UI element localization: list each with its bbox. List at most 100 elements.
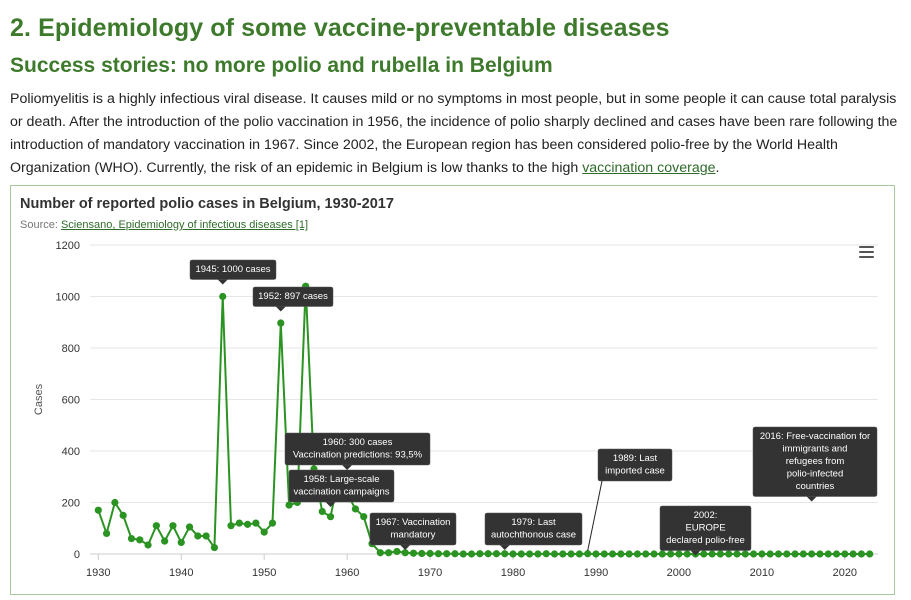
data-point [758, 550, 766, 558]
data-point [791, 550, 799, 558]
annotation-label: EUROPE [685, 523, 725, 534]
data-point [459, 550, 467, 558]
annotation-box [484, 512, 583, 546]
page-title: 2. Epidemiology of some vaccine-preventa… [10, 14, 670, 42]
data-point [733, 550, 741, 558]
data-point [642, 550, 650, 558]
series-line [97, 285, 870, 555]
data-point [102, 529, 111, 537]
x-tick-label: 2020 [833, 567, 857, 579]
x-tick-label: 1960 [335, 567, 359, 579]
data-point [625, 550, 633, 558]
data-point [476, 550, 484, 558]
data-point [584, 550, 592, 558]
y-tick-label: 0 [74, 549, 80, 561]
polio-cases-chart: 0 200 400 600 800 1000 1200 1930 1940 1950 1960 197… [33, 240, 878, 579]
intro-paragraph: Poliomyelitis is a highly infectious vir… [10, 88, 903, 180]
data-point [741, 550, 749, 558]
annotation-connector [587, 480, 603, 551]
data-point [127, 534, 136, 543]
intro-text: Poliomyelitis is a highly infectious vir… [10, 91, 898, 176]
annotation-label: declared polio-free [666, 535, 745, 546]
annotation-box [369, 512, 457, 546]
data-point [675, 550, 683, 558]
annotation-label: 1945: 1000 cases [195, 264, 270, 275]
annotation-pointer [325, 502, 336, 507]
annotation-label: 1989: Last [613, 453, 658, 464]
annotation-label: 1960: 300 cases [323, 437, 393, 448]
data-point [326, 513, 335, 521]
data-point [401, 549, 409, 557]
data-point [526, 550, 534, 558]
chart-source: Source: Sciensano, Epidemiology of infec… [20, 219, 308, 231]
data-point [244, 520, 252, 528]
data-point [194, 532, 202, 540]
data-point [716, 550, 725, 558]
data-point [683, 550, 691, 558]
data-point [268, 519, 277, 527]
annotation-box [752, 426, 878, 497]
annotation-pointer [400, 545, 411, 550]
data-point [542, 550, 550, 558]
data-point [509, 550, 517, 558]
annotation-label: countries [796, 481, 835, 492]
data-point [832, 550, 841, 558]
data-point [857, 550, 866, 558]
data-point [227, 522, 235, 530]
annotation-pointer [217, 279, 228, 285]
data-point [235, 519, 243, 527]
data-point [824, 550, 832, 558]
data-point [567, 550, 575, 558]
y-tick-label: 200 [62, 498, 80, 510]
data-point [492, 550, 501, 558]
data-point [816, 550, 824, 558]
data-point [749, 550, 758, 558]
data-point [285, 501, 293, 509]
data-point [808, 550, 816, 558]
data-point [501, 550, 509, 558]
data-point [484, 550, 492, 558]
data-point [849, 550, 857, 558]
annotation-box [284, 432, 431, 466]
chart-source-link[interactable]: Sciensano, Epidemiology of infectious di… [60, 219, 309, 231]
data-point [385, 549, 393, 557]
annotation-label: 2016: Free-vaccination for [760, 431, 870, 442]
data-point [575, 550, 583, 558]
data-point [94, 506, 102, 514]
data-point [144, 541, 152, 549]
data-point [252, 519, 260, 527]
annotation-box [659, 505, 752, 551]
annotation-label: mandatory [391, 530, 436, 541]
data-point [650, 550, 658, 558]
y-axis-title: Cases [33, 383, 45, 415]
section-subtitle: Success stories: no more polio and rubel… [10, 54, 553, 77]
vaccination-coverage-link[interactable]: vaccination coverage [582, 160, 716, 176]
hamburger-menu-icon[interactable] [859, 246, 874, 259]
chart-source-prefix: Source: [20, 219, 61, 231]
annotation-label: polio-infected [787, 469, 844, 480]
data-point [617, 550, 625, 558]
data-point [426, 549, 434, 558]
data-point [161, 537, 169, 545]
annotation-pointer [499, 545, 510, 550]
data-point [360, 513, 368, 521]
x-tick-label: 1970 [418, 567, 442, 579]
x-tick-label: 1940 [169, 567, 193, 579]
y-tick-label: 600 [62, 395, 80, 407]
annotation-label: 1952: 897 cases [258, 291, 328, 302]
x-tick-label: 1930 [86, 567, 110, 579]
intro-end: . [715, 160, 720, 176]
chart-title: Number of reported polio cases in Belgiu… [20, 196, 394, 212]
data-point [608, 550, 617, 558]
data-point [185, 523, 194, 531]
data-point [376, 549, 384, 557]
annotation-label: 1958: Large-scale [303, 474, 379, 485]
data-point [451, 550, 459, 558]
data-point [600, 550, 608, 558]
x-tick-label: 2010 [750, 567, 774, 579]
data-point [467, 550, 476, 558]
annotation-label: 2002: [694, 510, 718, 521]
data-point [210, 543, 219, 552]
y-tick-label: 1000 [56, 292, 80, 304]
